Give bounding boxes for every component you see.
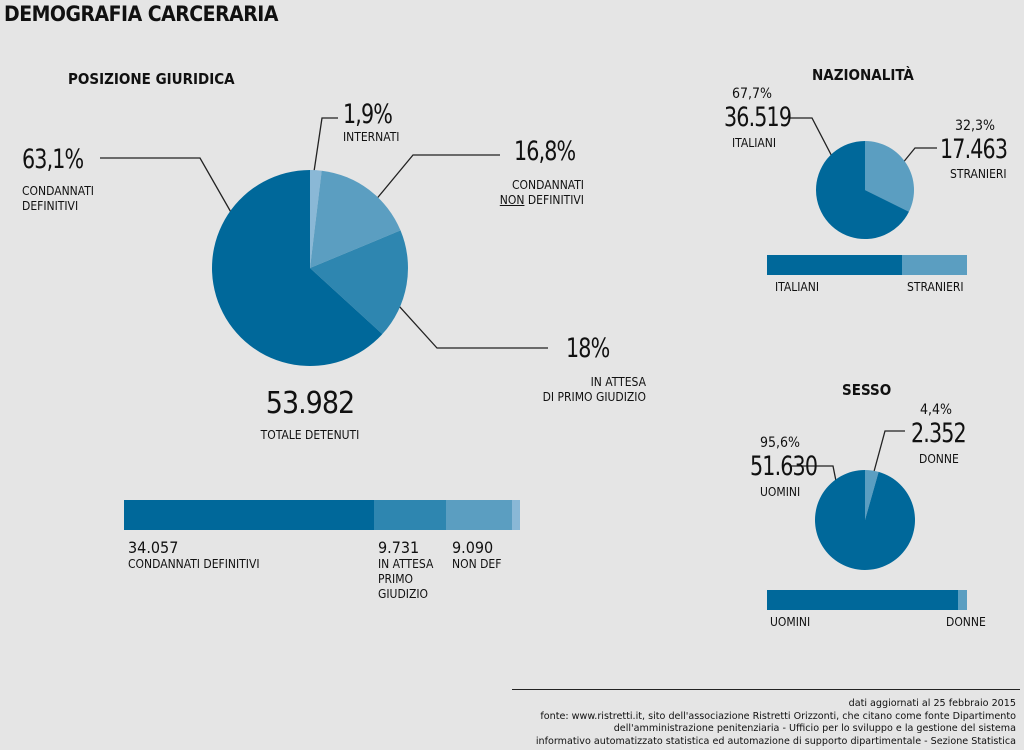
uomini-label: UOMINI [760, 485, 801, 499]
total-detenuti-label: TOTALE DETENUTI [260, 428, 360, 442]
pie-slice-donne [865, 470, 879, 520]
donne-percent: 4,4% [920, 402, 952, 418]
uomini-value: 51.630 [750, 451, 818, 482]
bar-segment-0 [767, 255, 903, 275]
slice-percent-internati: 1,9% [343, 99, 393, 130]
stranieri-label: STRANIERI [950, 167, 1007, 181]
pie-slice-definitivi [212, 170, 383, 367]
bar-label-stranieri: STRANIERI [907, 280, 964, 294]
bar-label-donne: DONNE [946, 615, 986, 629]
donne-value: 2.352 [911, 418, 967, 449]
pie-slice-italiani [816, 141, 909, 239]
slice-percent-attesa: 18% [566, 333, 610, 364]
pie-slice-internati [310, 170, 322, 268]
bar-posizione-giuridica [124, 500, 520, 530]
pie-slice-uomini [814, 470, 915, 570]
pie-slice-stranieri [865, 141, 914, 212]
footer-rule [512, 689, 1020, 690]
bar-label-attesa: 9.731 IN ATTESA PRIMO GIUDIZIO [378, 538, 434, 601]
sesso-title: SESSO [842, 381, 892, 399]
pie-slice-attesa [310, 230, 408, 335]
bar-segment-3 [512, 500, 520, 530]
italiani-value: 36.519 [724, 102, 792, 133]
bar-segment-1 [902, 255, 967, 275]
bar-label-uomini: UOMINI [770, 615, 811, 629]
uomini-percent: 95,6% [760, 435, 801, 451]
pie-sesso [814, 470, 915, 570]
pie-posizione-giuridica [212, 170, 408, 367]
bar-nazionalita [767, 255, 967, 275]
giuridica-title: POSIZIONE GIURIDICA [68, 70, 235, 88]
slice-label-attesa: IN ATTESA DI PRIMO GIUDIZIO [542, 375, 646, 404]
nazionalita-title: NAZIONALITÀ [812, 66, 914, 84]
page-title: DEMOGRAFIA CARCERARIA [4, 2, 278, 26]
bar-segment-2 [445, 500, 513, 530]
bar-segment-1 [958, 590, 967, 610]
donne-label: DONNE [919, 452, 959, 466]
slice-percent-non-definitivi: 16,8% [514, 136, 576, 167]
source-note: dati aggiornati al 25 febbraio 2015 font… [535, 698, 1016, 747]
slice-label-definitivi: CONDANNATI DEFINITIVI [22, 184, 94, 213]
italiani-label: ITALIANI [732, 136, 777, 150]
slice-label-non-definitivi: CONDANNATI NON DEFINITIVI [499, 178, 584, 207]
italiani-percent: 67,7% [732, 86, 773, 102]
pie-nazionalita [816, 141, 914, 239]
bar-label-definitivi: 34.057 CONDANNATI DEFINITIVI [128, 538, 260, 571]
bar-segment-0 [124, 500, 375, 530]
bar-segment-0 [767, 590, 959, 610]
bar-segment-1 [374, 500, 446, 530]
stranieri-percent: 32,3% [955, 118, 996, 134]
total-detenuti-value: 53.982 [265, 386, 355, 421]
pie-slice-non-definitivi [310, 170, 401, 268]
bar-label-non-def: 9.090 NON DEF [452, 538, 502, 571]
slice-label-internati: INTERNATI [343, 130, 400, 144]
bar-label-italiani: ITALIANI [775, 280, 820, 294]
bar-sesso [767, 590, 967, 610]
stranieri-value: 17.463 [940, 134, 1008, 165]
slice-percent-definitivi: 63,1% [22, 144, 84, 175]
